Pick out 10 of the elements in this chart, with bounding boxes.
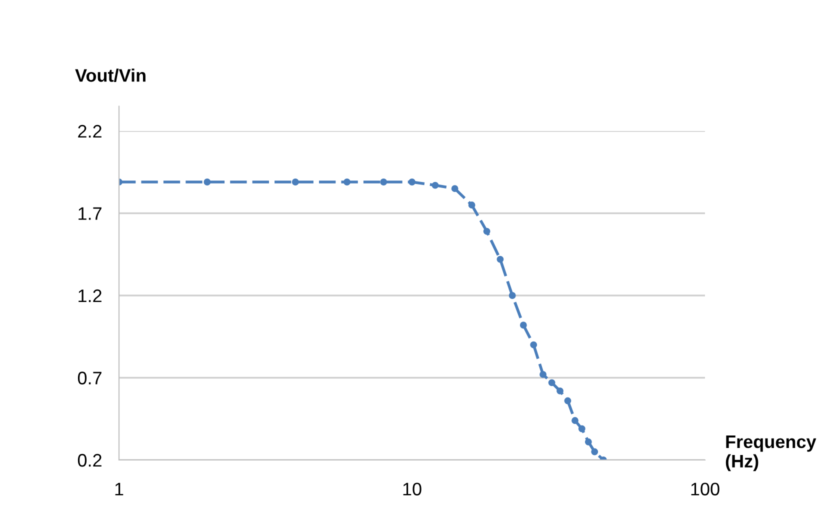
y-tick-label: 1.7 bbox=[78, 207, 102, 220]
y-axis-title: Vout/Vin bbox=[75, 68, 146, 82]
y-tick-label: 2.2 bbox=[78, 124, 102, 138]
x-tick-label: 100 bbox=[691, 482, 720, 496]
x-axis-title: Frequency (Hz) bbox=[726, 436, 816, 472]
y-tick-label: 1.2 bbox=[78, 289, 102, 302]
y-tick-label: 0.7 bbox=[78, 372, 102, 384]
x-tick-label: 1 bbox=[115, 482, 124, 496]
y-tick-label: 0.2 bbox=[78, 454, 102, 467]
x-tick-label: 10 bbox=[403, 482, 422, 496]
